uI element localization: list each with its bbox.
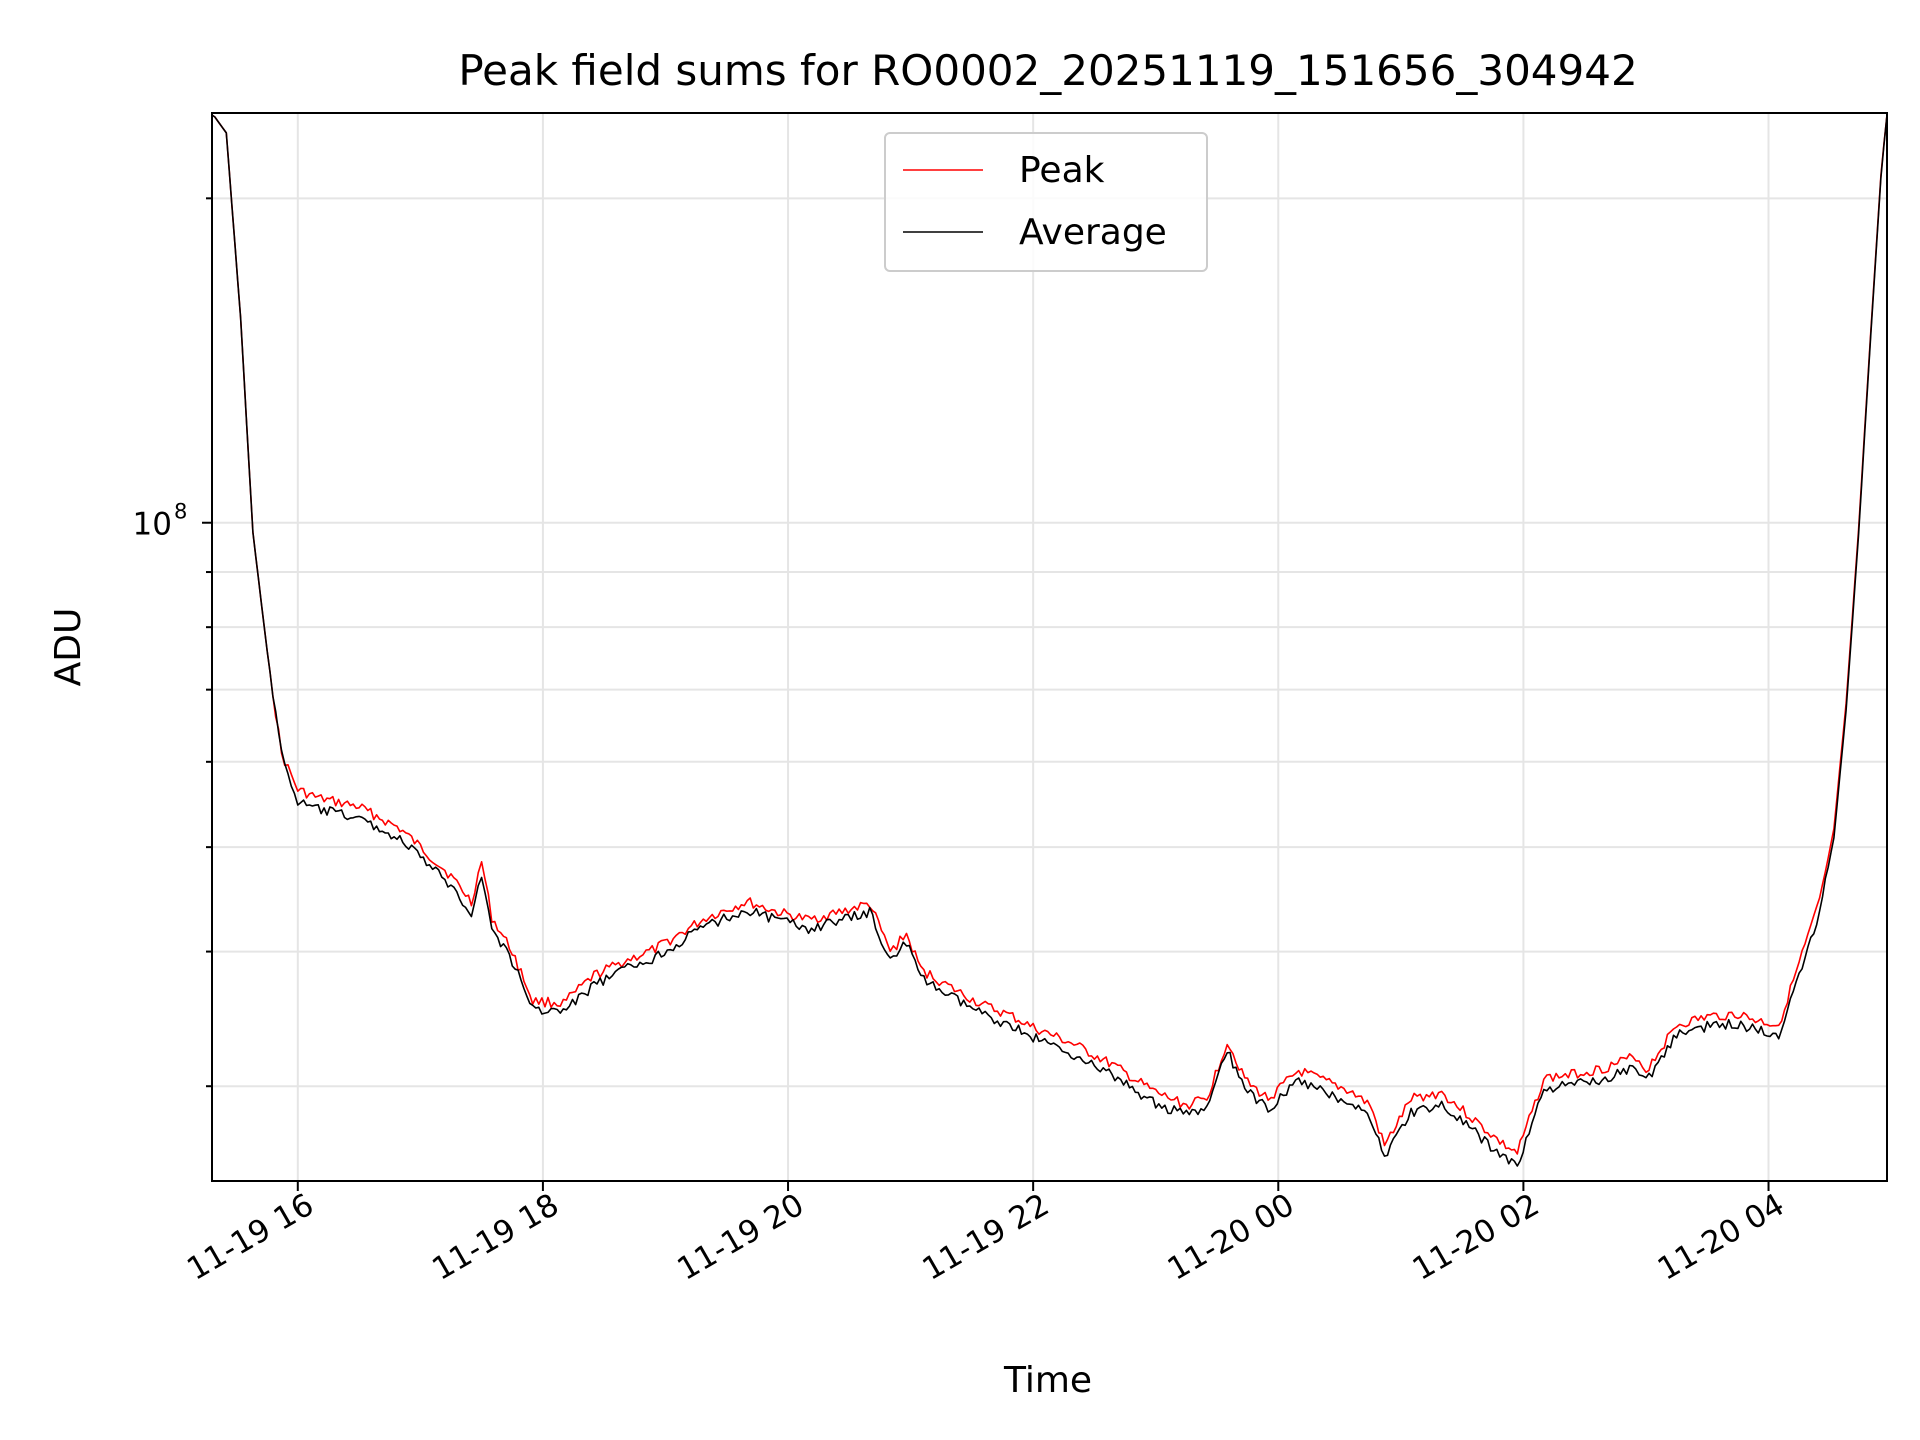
- y-axis-label: ADU: [48, 608, 89, 687]
- y-axis: 10 8: [133, 197, 212, 1088]
- y-tick-label: 10: [133, 507, 172, 543]
- legend: Peak Average: [884, 132, 1208, 272]
- x-axis-label: Time: [1003, 1360, 1092, 1401]
- legend-label-peak: Peak: [1019, 150, 1105, 191]
- legend-label-average: Average: [1019, 212, 1167, 253]
- series-layer: [211, 114, 1888, 1167]
- y-tick-exponent: 8: [174, 500, 187, 524]
- series-line-peak: [211, 114, 1888, 1155]
- legend-box: [884, 132, 1208, 272]
- chart-title: Peak field sums for RO0002_20251119_1516…: [458, 46, 1637, 95]
- series-line-average: [211, 114, 1888, 1167]
- plot-frame: [211, 112, 1888, 1182]
